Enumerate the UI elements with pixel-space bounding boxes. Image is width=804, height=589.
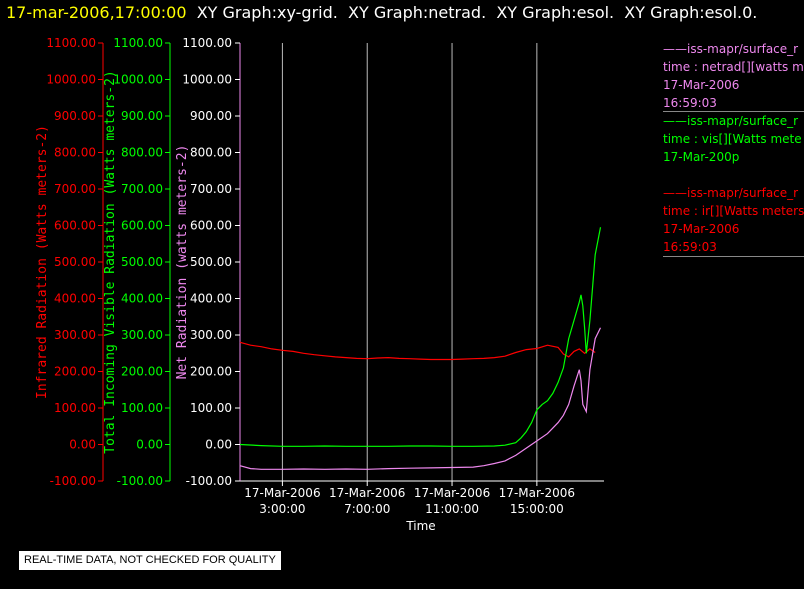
y-tick-label: 800.00 — [121, 146, 163, 160]
y-tick-label: 100.00 — [121, 401, 163, 415]
legend-entry-ir: ——iss-mapr/surface_r time : ir[][Watts m… — [663, 184, 804, 256]
legend-divider — [663, 111, 804, 112]
x-tick-time: 15:00:00 — [510, 502, 564, 516]
legend-date: 17-Mar-2006 — [663, 222, 740, 236]
y-tick-label: 600.00 — [121, 219, 163, 233]
legend-divider — [663, 256, 804, 257]
y-tick-label: 100.00 — [54, 401, 96, 415]
y-tick-label: 900.00 — [190, 109, 232, 123]
legend-source: ——iss-mapr/surface_r — [663, 186, 799, 200]
y-tick-label: 800.00 — [190, 146, 232, 160]
y-tick-label: 700.00 — [54, 182, 96, 196]
legend-date: 17-Mar-200p — [663, 150, 740, 164]
series-line-ir — [239, 341, 596, 361]
y-tick-label: 900.00 — [121, 109, 163, 123]
x-tick-time: 3:00:00 — [259, 502, 305, 516]
y-tick-label: 400.00 — [121, 292, 163, 306]
y-tick-label: 700.00 — [190, 182, 232, 196]
y-tick-label: 1100.00 — [113, 36, 163, 50]
y-tick-label: 900.00 — [54, 109, 96, 123]
chart-header: 17-mar-2006,17:00:00 XY Graph:xy-grid. X… — [6, 3, 757, 23]
y-tick-label: 200.00 — [121, 365, 163, 379]
y-tick-label: 500.00 — [54, 255, 96, 269]
legend-variable: time : vis[][Watts mete — [663, 132, 802, 146]
series-line-netrad — [239, 327, 602, 470]
legend-entry-vis: ——iss-mapr/surface_r time : vis[][Watts … — [663, 112, 802, 166]
y-tick-label: 1100.00 — [182, 36, 232, 50]
y-tick-label: 1100.00 — [46, 36, 96, 50]
y-tick-label: 500.00 — [121, 255, 163, 269]
y-tick-label: 400.00 — [54, 292, 96, 306]
y-tick-label: 1000.00 — [46, 73, 96, 87]
y-tick-label: -100.00 — [117, 474, 163, 488]
legend-entry-netrad: ——iss-mapr/surface_r time : netrad[][wat… — [663, 40, 804, 112]
y-axis-title: Total Incoming Visible Radiation (Watts … — [103, 70, 118, 454]
timestamp: 17-mar-2006,17:00:00 — [6, 3, 187, 22]
y-tick-label: 800.00 — [54, 146, 96, 160]
x-tick-time: 11:00:00 — [425, 502, 479, 516]
y-tick-label: -100.00 — [186, 474, 232, 488]
legend: ——iss-mapr/surface_r time : netrad[][wat… — [663, 40, 804, 262]
legend-time: 16:59:03 — [663, 240, 717, 254]
y-tick-label: 0.00 — [205, 438, 232, 452]
legend-date: 17-Mar-2006 — [663, 78, 740, 92]
y-tick-label: 0.00 — [69, 438, 96, 452]
legend-source: ——iss-mapr/surface_r — [663, 114, 799, 128]
legend-variable: time : ir[][Watts meters — [663, 204, 804, 218]
y-tick-label: 200.00 — [190, 365, 232, 379]
x-tick-time: 7:00:00 — [344, 502, 390, 516]
y-tick-label: -100.00 — [50, 474, 96, 488]
legend-time: 16:59:03 — [663, 96, 717, 110]
legend-source: ——iss-mapr/surface_r — [663, 42, 799, 56]
y-tick-label: 300.00 — [190, 328, 232, 342]
x-tick-date: 17-Mar-2006 — [244, 486, 320, 500]
y-tick-label: 300.00 — [121, 328, 163, 342]
y-tick-label: 1000.00 — [182, 73, 232, 87]
series-line-vis — [239, 227, 602, 447]
x-axis-title: Time — [405, 519, 435, 533]
x-tick-date: 17-Mar-2006 — [499, 486, 575, 500]
y-tick-label: 200.00 — [54, 365, 96, 379]
y-tick-label: 500.00 — [190, 255, 232, 269]
y-tick-label: 600.00 — [190, 219, 232, 233]
y-tick-label: 600.00 — [54, 219, 96, 233]
y-axis-title: Infrared Radiation (Watts meters-2) — [35, 125, 50, 399]
y-tick-label: 0.00 — [136, 438, 163, 452]
y-tick-label: 400.00 — [190, 292, 232, 306]
y-tick-label: 700.00 — [121, 182, 163, 196]
x-tick-date: 17-Mar-2006 — [329, 486, 405, 500]
graph-titles: XY Graph:xy-grid. XY Graph:netrad. XY Gr… — [196, 3, 758, 22]
legend-variable: time : netrad[][watts m — [663, 60, 804, 74]
quality-note: REAL-TIME DATA, NOT CHECKED FOR QUALITY — [19, 551, 281, 570]
y-tick-label: 1000.00 — [113, 73, 163, 87]
x-tick-date: 17-Mar-2006 — [414, 486, 490, 500]
y-tick-label: 300.00 — [54, 328, 96, 342]
y-tick-label: 100.00 — [190, 401, 232, 415]
y-axis-title: Net Radiation (watts meters-2) — [175, 145, 190, 380]
